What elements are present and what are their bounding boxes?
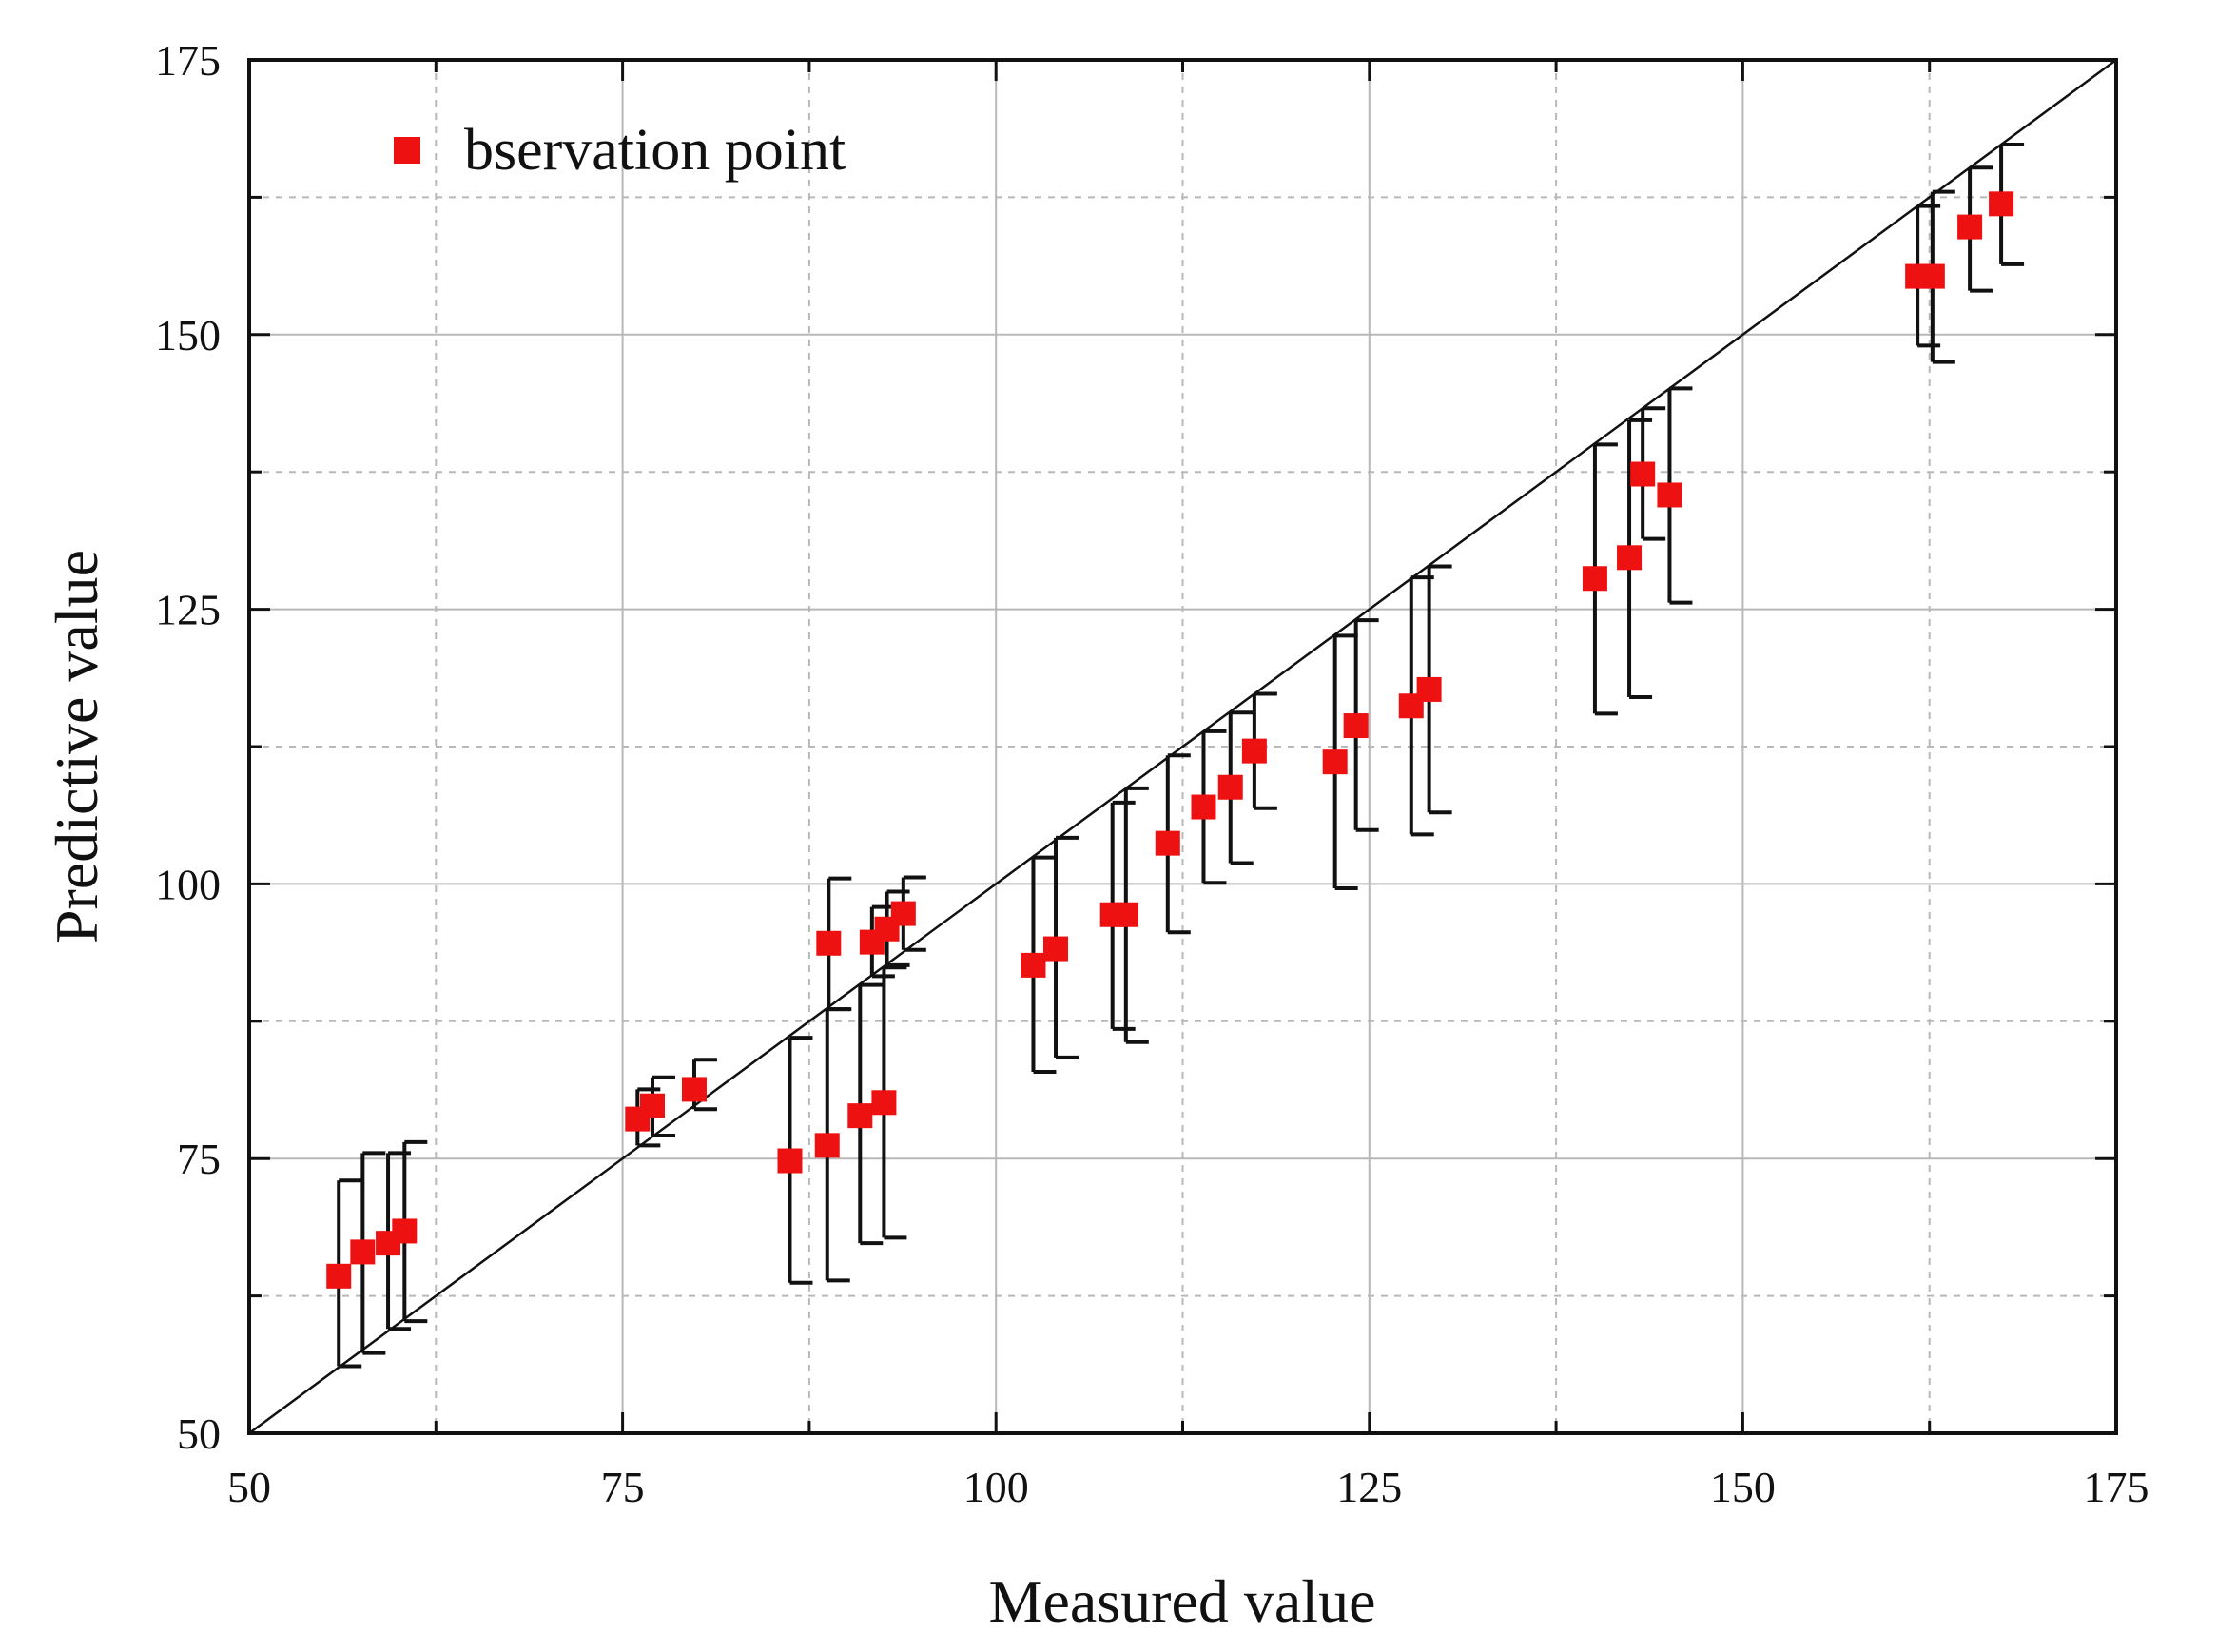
data-point (640, 1093, 666, 1118)
data-points (326, 191, 2014, 1289)
reference-line (248, 58, 2117, 1435)
grid-lines (249, 60, 2116, 1433)
y-tick-label: 50 (177, 1409, 221, 1458)
data-point (890, 901, 916, 926)
data-point (1155, 830, 1180, 856)
data-point (814, 1133, 840, 1158)
data-point (1657, 482, 1682, 508)
reference-line-group (248, 58, 2117, 1435)
legend-label: bservation point (464, 118, 846, 183)
data-point (1957, 214, 1983, 240)
y-axis-title: Predictive value (43, 550, 110, 943)
data-point (1989, 191, 2014, 217)
data-point (1322, 749, 1348, 775)
data-point (681, 1077, 707, 1102)
x-axis-title: Measured value (989, 1567, 1376, 1635)
data-point (777, 1148, 803, 1174)
y-tick-label: 150 (155, 311, 221, 360)
data-point (1416, 676, 1442, 702)
y-tick-label: 100 (155, 860, 221, 908)
data-point (1343, 713, 1369, 739)
data-point (1630, 461, 1656, 487)
data-point (1919, 263, 1945, 289)
data-point (1113, 902, 1138, 927)
x-tick-label: 50 (227, 1463, 271, 1511)
data-point (350, 1239, 376, 1265)
data-point (871, 1090, 897, 1116)
data-point (1021, 952, 1046, 978)
legend: bservation point (394, 118, 846, 183)
x-tick-label: 175 (2084, 1463, 2149, 1511)
axes: 50 75 100 125 150 175 50 75 100 125 150 175 (155, 36, 2149, 1511)
x-tick-label: 75 (601, 1463, 645, 1511)
data-point (392, 1218, 418, 1244)
data-point (816, 930, 842, 956)
y-tick-label: 175 (155, 36, 221, 85)
legend-marker (394, 137, 420, 164)
data-point (1217, 774, 1243, 800)
error-bars (337, 142, 2025, 1369)
y-tick-label: 75 (177, 1135, 221, 1183)
data-point (1043, 936, 1069, 962)
data-point (1241, 738, 1267, 764)
data-point (1582, 566, 1607, 592)
data-point (326, 1263, 352, 1289)
y-tick-label: 125 (155, 586, 221, 634)
data-point (1191, 794, 1216, 820)
data-point (1617, 545, 1643, 571)
x-tick-label: 150 (1710, 1463, 1776, 1511)
x-tick-label: 125 (1336, 1463, 1402, 1511)
x-tick-label: 100 (963, 1463, 1029, 1511)
data-point (847, 1103, 873, 1129)
